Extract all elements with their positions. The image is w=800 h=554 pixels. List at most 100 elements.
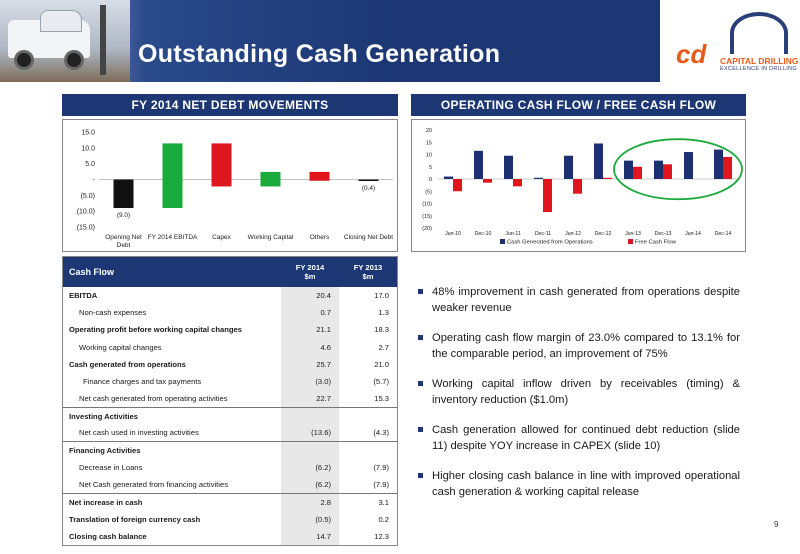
waterfall-bar <box>162 143 183 208</box>
series-bar <box>474 150 483 179</box>
y-tick-label: (10) <box>422 202 432 208</box>
table-row: Net increase in cash 2.8 3.1 <box>63 492 397 511</box>
x-tick-label: Working Capital <box>248 234 294 241</box>
series-bar <box>504 155 513 179</box>
series-bar <box>603 177 612 179</box>
logo-tagline: EXCELLENCE IN DRILLING <box>720 66 797 72</box>
series-bar <box>714 149 723 179</box>
y-tick-label: (10.0) <box>77 209 95 216</box>
bar-data-label: (0.4) <box>362 185 375 192</box>
truck-photo <box>0 0 130 82</box>
globe-arc-icon <box>730 12 788 54</box>
bullet-item: Cash generation allowed for continued de… <box>418 422 740 454</box>
row-fy2014-value: 21.1 <box>281 321 339 339</box>
x-tick-label: Dec-14 <box>715 231 732 237</box>
row-label: Translation of foreign currency cash <box>69 514 201 524</box>
y-tick-label: 5 <box>429 165 432 171</box>
x-tick-label: Dec-12 <box>595 231 612 237</box>
x-tick-label: Others <box>310 234 330 241</box>
series-bar <box>663 164 672 179</box>
bullet-item: 48% improvement in cash generated from o… <box>418 284 740 316</box>
series-bar <box>483 179 492 183</box>
legend-label: Free Cash Flow <box>635 240 677 246</box>
row-label: EBITDA <box>69 291 98 301</box>
series-bar <box>573 179 582 194</box>
table-row: Cash generated from operations 25.7 21.0 <box>63 355 397 373</box>
table-row: Financing Activities <box>63 441 397 459</box>
y-tick-label: 15.0 <box>81 130 95 137</box>
truck-cab <box>40 10 82 32</box>
bullet-square-icon <box>418 335 423 340</box>
bullet-item: Operating cash flow margin of 23.0% comp… <box>418 330 740 362</box>
x-tick-label: Jun-12 <box>565 231 581 237</box>
waterfall-bar <box>211 143 232 187</box>
legend-swatch <box>500 239 505 244</box>
row-label: Working capital changes <box>79 342 162 352</box>
truck-wheel <box>14 50 34 70</box>
waterfall-bar <box>358 179 379 181</box>
header-fy2014: FY 2014 $m <box>281 257 339 287</box>
logo-name: CAPITAL DRILLING <box>720 56 799 66</box>
row-fy2014-value <box>281 441 339 459</box>
row-label: Operating profit before working capital … <box>69 325 242 335</box>
cash-flow-table-body: EBITDA 20.4 17.0 Non-cash expenses 0.7 1.3 Ope… <box>63 287 397 545</box>
row-fy2014-value: 25.7 <box>281 355 339 373</box>
y-tick-label: 0 <box>429 177 432 183</box>
table-row: Net cash used in investing activities (13… <box>63 424 397 442</box>
row-fy2014-value: 22.7 <box>281 390 339 408</box>
y-tick-label: (20) <box>422 226 432 232</box>
bullet-item: Higher closing cash balance in line with… <box>418 468 740 500</box>
slide-header: Outstanding Cash Generation cd CAPITAL D… <box>0 0 800 82</box>
row-fy2013-value <box>339 406 397 425</box>
net-debt-chart-box: 15.0 10.0 5.0 - (5.0) (10.0) (15.0) (9.0) Openin… <box>62 119 398 252</box>
table-row: Investing Activities <box>63 406 397 425</box>
y-tick-label: 10.0 <box>81 145 95 152</box>
series-bar <box>453 179 462 192</box>
series-bar <box>444 176 453 179</box>
y-tick-label: 10 <box>426 153 432 159</box>
row-label: Net cash used in investing activities <box>79 428 199 438</box>
row-fy2013-value: 3.1 <box>339 492 397 511</box>
key-points-list: 48% improvement in cash generated from o… <box>418 284 740 514</box>
row-fy2013-value: 15.3 <box>374 393 389 403</box>
x-tick-label: Jun-10 <box>445 231 461 237</box>
net-debt-waterfall-chart: 15.0 10.0 5.0 - (5.0) (10.0) (15.0) (9.0) Openin… <box>77 130 394 250</box>
row-fy2014-value: 0.7 <box>281 304 339 322</box>
series-bar <box>633 166 642 179</box>
series-bar <box>564 155 573 179</box>
bullet-text: Cash generation allowed for continued de… <box>432 424 740 452</box>
series-bar <box>534 177 543 179</box>
cash-flow-bar-chart: 20 15 10 5 0 (5) (10) (15) (20) Jun-10 Dec-10 Jun-1… <box>422 128 743 246</box>
logo-initials: cd <box>676 39 707 69</box>
row-fy2013-value <box>339 441 397 459</box>
y-tick-label: (15.0) <box>77 225 95 232</box>
bullet-square-icon <box>418 473 423 478</box>
table-row: Closing cash balance 14.7 12.3 <box>63 527 397 545</box>
row-fy2013-value: 12.3 <box>374 531 389 541</box>
y-tick-label: (5.0) <box>81 193 95 200</box>
series-bar <box>723 156 732 179</box>
cash-flow-table: Cash Flow FY 2014 $m FY 2013 $m EBITDA 20… <box>63 257 397 545</box>
table-row: Operating profit before working capital … <box>63 321 397 339</box>
x-tick-label: Capex <box>212 234 232 241</box>
x-tick-label: Jun-13 <box>625 231 641 237</box>
y-tick-label: 20 <box>426 128 432 134</box>
cash-flow-table-box: Cash Flow FY 2014 $m FY 2013 $m EBITDA 20… <box>62 256 398 546</box>
row-label: Net cash generated from operating activi… <box>79 393 228 403</box>
row-fy2013-value: (7.9) <box>373 462 389 472</box>
bullet-square-icon <box>418 427 423 432</box>
row-label: Financing Activities <box>63 441 281 459</box>
row-fy2013-value: 21.0 <box>374 359 389 369</box>
row-fy2013-value: 18.3 <box>374 325 389 335</box>
bullet-text: Higher closing cash balance in line with… <box>432 470 740 498</box>
table-row: Non-cash expenses 0.7 1.3 <box>63 304 397 322</box>
row-label: Closing cash balance <box>69 531 147 541</box>
row-fy2014-value: 14.7 <box>281 527 339 545</box>
x-tick-label: Dec-10 <box>475 231 492 237</box>
drill-rig-mast <box>100 5 106 75</box>
waterfall-bar <box>113 179 134 208</box>
y-tick-label: (15) <box>422 214 432 220</box>
waterfall-bar <box>260 171 281 187</box>
row-label: Decrease in Loans <box>79 462 143 472</box>
row-label: Non-cash expenses <box>79 308 147 318</box>
